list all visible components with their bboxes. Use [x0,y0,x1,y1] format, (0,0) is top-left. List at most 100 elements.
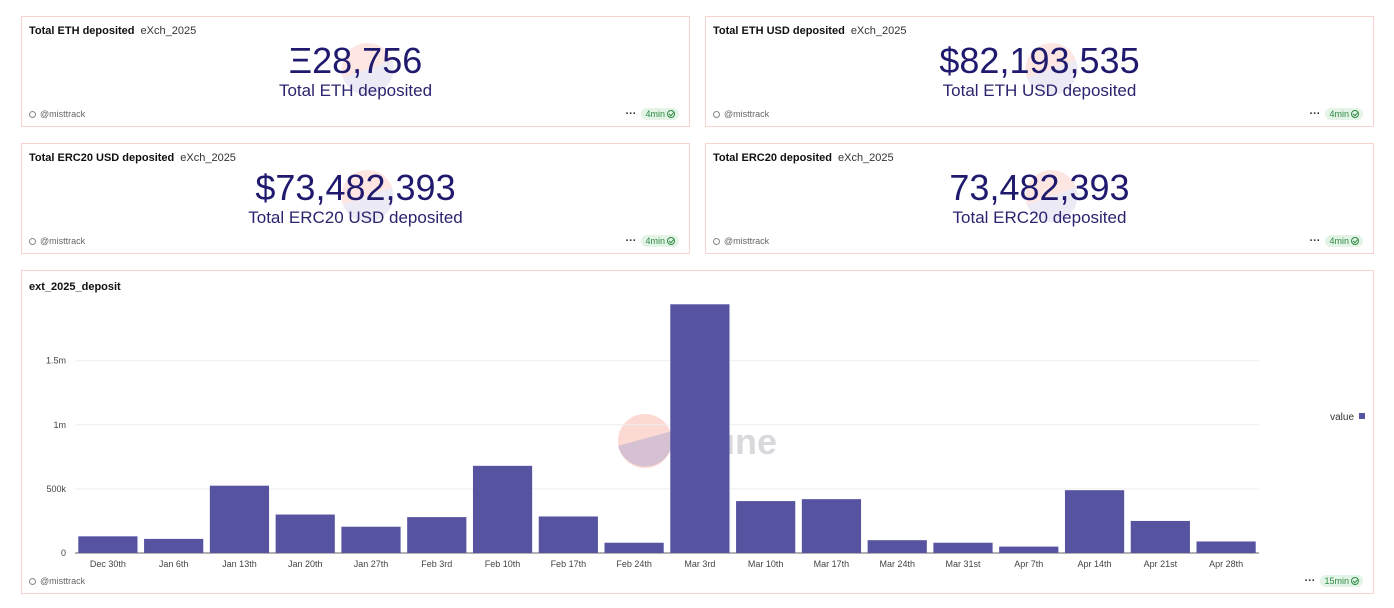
counter-card-erc20-usd: Total ERC20 USD deposited eXch_2025 $73,4… [21,143,690,254]
legend-label: value [1330,412,1354,423]
bar-apr-28th[interactable] [1196,541,1256,553]
counter-value: 73,482,393 [949,167,1130,208]
author-name: @misttrack [724,236,770,246]
x-axis: Dec 30th Jan 6th Jan 13th Jan 20th Jan 27th F… [90,559,1243,569]
author-name: @misttrack [724,109,770,119]
chart-title[interactable]: ext_2025_deposit [29,281,121,293]
bars [78,304,1256,553]
x-tick-label: Apr 7th [1014,559,1043,569]
bar-apr-7th[interactable] [999,546,1059,553]
refresh-badge[interactable]: 4min [1325,235,1363,247]
x-tick-label: Mar 24th [879,559,915,569]
x-tick-label: Mar 3rd [684,559,715,569]
refresh-badge[interactable]: 4min [1325,108,1363,120]
user-icon [29,110,36,118]
x-tick-label: Jan 20th [288,559,323,569]
bar-feb-3rd[interactable] [407,517,467,553]
card-author[interactable]: @misttrack [713,109,769,119]
card-author[interactable]: @misttrack [713,236,769,246]
refresh-time: 15min [1324,576,1349,586]
author-name: @misttrack [40,236,86,246]
bar-feb-17th[interactable] [538,516,598,553]
refresh-badge[interactable]: 4min [641,235,679,247]
legend-swatch [1359,413,1365,419]
grid-lines [75,360,1259,554]
x-tick-label: Jan 13th [222,559,257,569]
x-tick-label: Jan 27th [354,559,389,569]
counter-label: Total ETH USD deposited [942,81,1137,100]
more-options-icon[interactable]: ··· [1309,108,1321,120]
refresh-time: 4min [1329,236,1349,246]
bar-jan-6th[interactable] [144,538,204,553]
bar-jan-20th[interactable] [275,514,335,553]
counter-label: Total ETH deposited [278,81,433,100]
counter-value: $82,193,535 [939,40,1140,81]
refresh-badge[interactable]: 15min [1320,575,1363,587]
chart-card: ext_2025_deposit Dune 0 500k 1m 1.5m Dec 30… [21,270,1374,594]
counter-card-eth: Total ETH deposited eXch_2025 Ξ28,756 Tot… [21,16,690,127]
card-subtitle: eXch_2025 [837,152,894,164]
refresh-badge[interactable]: 4min [641,108,679,120]
x-tick-label: Mar 31st [945,559,981,569]
counter-card-erc20: Total ERC20 deposited eXch_2025 73,482,39… [705,143,1374,254]
user-icon [29,237,36,245]
bar-mar-17th[interactable] [801,499,862,553]
dune-watermark-icon [1024,170,1077,222]
card-footer-actions: ··· 4min [625,108,679,120]
bar-mar-3rd[interactable] [670,304,730,553]
dune-logo-shade [618,431,674,467]
card-header: Total ERC20 deposited eXch_2025 [713,152,894,164]
x-tick-label: Apr 14th [1078,559,1112,569]
x-tick-label: Apr 28th [1209,559,1243,569]
bar-feb-10th[interactable] [472,465,533,553]
card-author[interactable]: @misttrack [29,109,85,119]
card-footer-actions: ··· 4min [625,235,679,247]
card-title[interactable]: Total ERC20 USD deposited [29,152,175,164]
more-options-icon[interactable]: ··· [1309,235,1321,247]
x-tick-label: Mar 10th [748,559,784,569]
y-tick-label: 1.5m [46,356,66,366]
counter-value: $73,482,393 [255,167,456,208]
counter-label: Total ERC20 deposited [952,208,1127,227]
user-icon [29,577,36,585]
bar-mar-10th[interactable] [736,501,796,553]
bar-mar-24th[interactable] [867,540,927,553]
counter-label: Total ERC20 USD deposited [248,208,463,227]
counter-body: 73,482,393 Total ERC20 deposited [706,168,1373,228]
bar-apr-14th[interactable] [1064,490,1125,553]
more-options-icon[interactable]: ··· [625,235,637,247]
bar-feb-24th[interactable] [604,542,664,553]
bar-apr-21st[interactable] [1130,520,1190,553]
x-tick-label: Mar 17th [814,559,850,569]
card-header: Total ETH deposited eXch_2025 [29,25,196,37]
bar-dec-30th[interactable] [78,536,138,553]
bar-jan-13th[interactable] [209,485,270,553]
bar-jan-27th[interactable] [341,526,401,553]
author-name: @misttrack [40,109,86,119]
bar-mar-31st[interactable] [933,542,993,553]
x-tick-label: Jan 6th [159,559,189,569]
counter-body: Ξ28,756 Total ETH deposited [22,41,689,101]
y-axis: 0 500k 1m 1.5m [46,356,67,558]
dune-watermark-icon [340,170,393,222]
x-tick-label: Dec 30th [90,559,126,569]
card-author[interactable]: @misttrack [29,236,85,246]
card-header: Total ETH USD deposited eXch_2025 [713,25,906,37]
card-subtitle: eXch_2025 [850,25,907,37]
card-title[interactable]: Total ERC20 deposited [713,152,832,164]
counter-body: $73,482,393 Total ERC20 USD deposited [22,168,689,228]
x-tick-label: Feb 17th [551,559,587,569]
check-circle-icon [667,110,675,118]
check-circle-icon [1351,237,1359,245]
dune-watermark-icon [1024,43,1077,95]
card-title[interactable]: Total ETH deposited [29,25,135,37]
card-author[interactable]: @misttrack [29,576,85,586]
card-footer-actions: ··· 15min [1304,575,1363,587]
user-icon [713,110,720,118]
x-tick-label: Apr 21st [1144,559,1178,569]
legend[interactable]: value [1330,412,1365,423]
card-title[interactable]: Total ETH USD deposited [713,25,845,37]
more-options-icon[interactable]: ··· [625,108,637,120]
more-options-icon[interactable]: ··· [1304,575,1316,587]
dune-watermark-icon [340,43,393,95]
